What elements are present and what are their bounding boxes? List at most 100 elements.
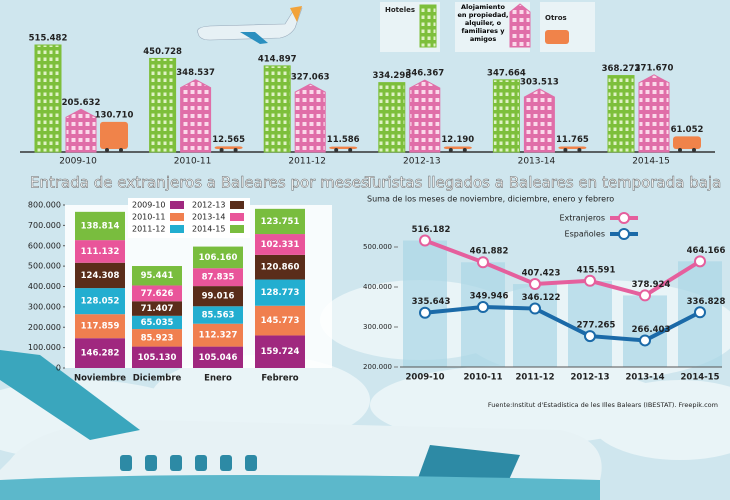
- y-tick-label: 200.000: [28, 323, 61, 332]
- background-bar: [568, 280, 612, 367]
- chart-title: Entrada de extranjeros a Baleares por me…: [30, 174, 369, 192]
- value-label: 346.367: [405, 69, 444, 79]
- marker: [477, 301, 489, 314]
- legend-label: Extranjeros: [559, 214, 605, 223]
- house: [180, 79, 212, 153]
- legend-label: 2013-14: [192, 213, 225, 222]
- marker: [694, 255, 706, 268]
- bar-segment: [255, 279, 305, 306]
- line: [424, 305, 701, 343]
- house: [65, 108, 97, 153]
- hotel: [607, 75, 635, 153]
- legend-label: 2014-15: [192, 225, 225, 234]
- value-label: 77.626: [141, 289, 174, 299]
- legend-marker: [618, 212, 630, 224]
- value-label: 112.327: [199, 331, 238, 341]
- bar-segment: [255, 234, 305, 255]
- legend-label: 2011-12: [132, 225, 165, 234]
- value-label: 334.298: [372, 71, 411, 81]
- value-label: 117.859: [81, 322, 120, 332]
- value-label: 123.751: [261, 217, 300, 227]
- bar-segment: [75, 288, 125, 315]
- bar-segment: [255, 305, 305, 336]
- marker: [584, 330, 596, 343]
- bar-segment: [75, 338, 125, 368]
- value-label: 87.835: [202, 273, 235, 283]
- background-bar: [513, 284, 557, 367]
- y-tick-label: 400.000: [363, 283, 392, 291]
- y-tick-label: 700.000: [28, 221, 61, 230]
- line: [424, 238, 702, 298]
- legend-swatch: [419, 4, 437, 48]
- x-tick-label: 2012-13: [570, 373, 609, 383]
- chart-subtitle: Suma de los meses de noviembre, diciembr…: [367, 195, 614, 204]
- value-label: 277.265: [577, 321, 616, 331]
- value-label: 327.063: [291, 73, 330, 83]
- x-tick-label: Enero: [204, 374, 232, 384]
- value-label: 130.710: [95, 110, 134, 120]
- x-tick-label: 2011-12: [288, 157, 326, 167]
- wheel: [105, 148, 109, 152]
- legend-box: [128, 198, 250, 238]
- bar-segment: [132, 285, 182, 302]
- bar-segment: [193, 268, 243, 287]
- x-tick-label: 2011-12: [515, 373, 554, 383]
- value-label: 414.897: [258, 54, 297, 64]
- chart-title: Turistas llegados a Baleares en temporad…: [364, 174, 721, 192]
- bar-segment: [132, 315, 182, 330]
- value-label: 347.664: [487, 68, 526, 78]
- hotel: [149, 57, 177, 153]
- caravan: [673, 136, 701, 149]
- legend-swatch: [170, 213, 184, 221]
- x-tick-label: 2014-15: [632, 157, 670, 167]
- legend-box: [540, 2, 595, 52]
- bar-segment: [132, 266, 182, 286]
- wheel: [219, 148, 224, 152]
- value-label: 461.882: [470, 247, 509, 257]
- background-bar: [403, 240, 447, 367]
- legend-marker: [618, 228, 630, 240]
- marker: [584, 274, 596, 287]
- wheel: [462, 148, 467, 152]
- y-tick-label: 200.000: [363, 363, 392, 371]
- y-tick-label: 800.000: [28, 201, 61, 210]
- value-label: 95.441: [141, 271, 174, 281]
- wheel: [348, 148, 353, 152]
- value-label: 124.308: [81, 271, 120, 281]
- bar-segment: [132, 346, 182, 368]
- legend: Hoteles Alojamiento en propiedad, alquile…: [380, 2, 595, 52]
- wheel: [448, 148, 453, 152]
- legend-swatch: [230, 213, 244, 221]
- x-tick-label: 2009-10: [59, 157, 97, 167]
- house: [523, 88, 555, 153]
- value-label: 464.166: [687, 246, 726, 256]
- bar-segment: [255, 254, 305, 280]
- legend-label: 2012-13: [192, 201, 225, 210]
- background-bar: [461, 262, 505, 367]
- marker: [529, 278, 541, 291]
- marker: [419, 234, 431, 247]
- caravan: [214, 146, 243, 149]
- marker: [477, 256, 489, 269]
- y-tick-label: 400.000: [28, 282, 61, 291]
- legend-swatch: [230, 225, 244, 233]
- bar-segment: [193, 246, 243, 269]
- value-label: 85.563: [202, 310, 235, 320]
- value-label: 450.728: [143, 47, 182, 57]
- value-label: 85.923: [141, 333, 174, 343]
- wheel: [334, 148, 339, 152]
- marker: [419, 306, 431, 319]
- hotel: [34, 44, 62, 153]
- marker: [694, 306, 706, 319]
- value-label: 159.724: [261, 347, 300, 357]
- caravan: [100, 121, 128, 149]
- legend-swatch: [170, 225, 184, 233]
- house: [294, 83, 326, 153]
- y-tick-label: 300.000: [28, 302, 61, 311]
- x-tick-label: 2013-14: [625, 373, 664, 383]
- x-tick-label: 2014-15: [680, 373, 719, 383]
- legend-label-box: Alojamiento en propiedad, alquiler, o fa…: [457, 3, 508, 43]
- value-label: 335.643: [412, 297, 451, 307]
- hotel: [378, 82, 406, 153]
- bar-segment: [75, 314, 125, 339]
